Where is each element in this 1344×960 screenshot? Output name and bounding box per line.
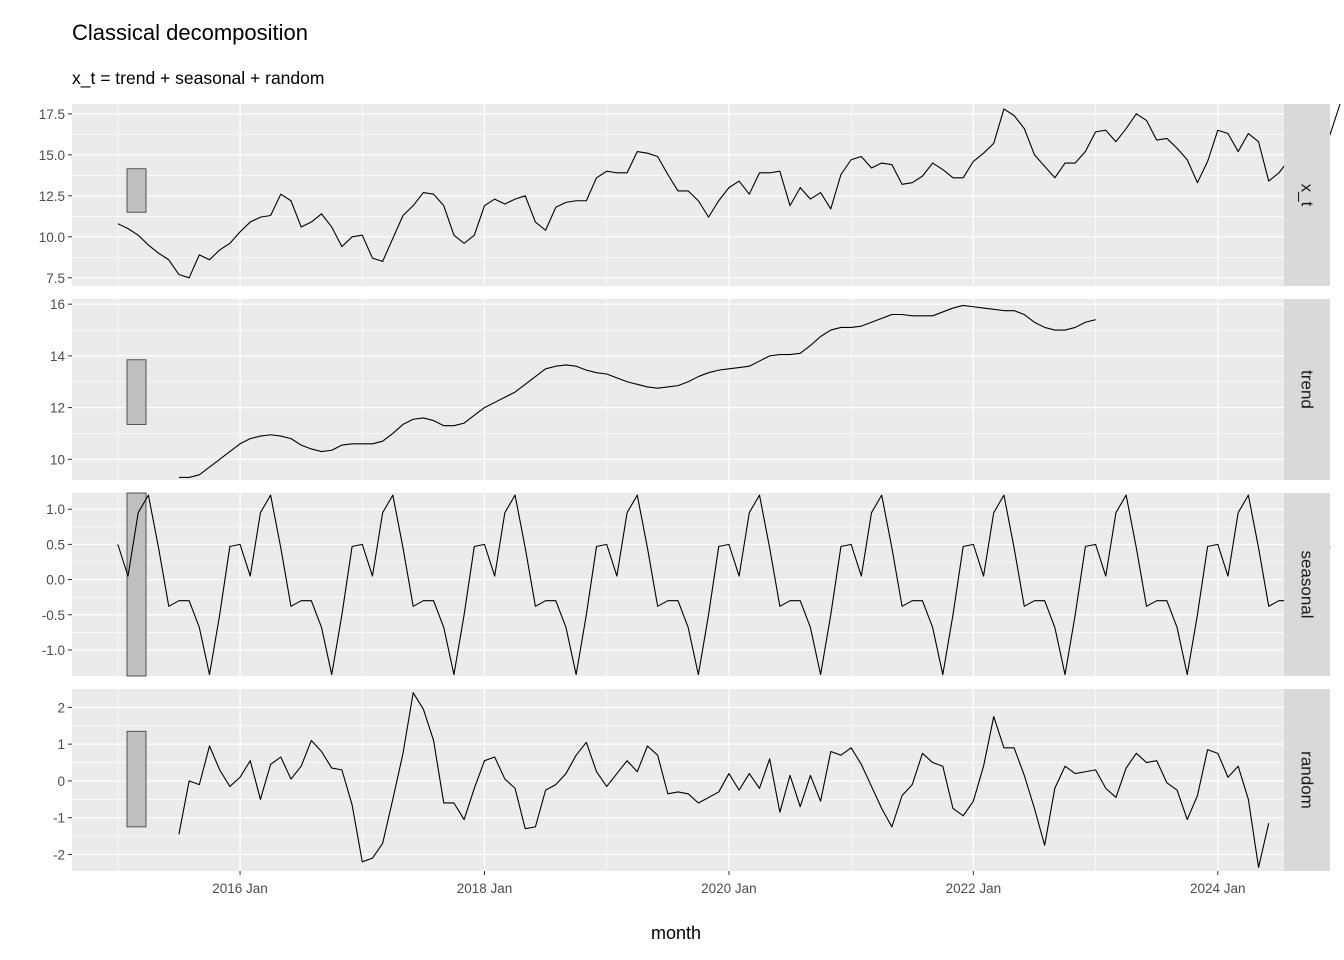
y-tick-label: 10 [50, 452, 65, 467]
facet-strip-label: seasonal [1298, 550, 1317, 618]
y-tick-label: 7.5 [46, 271, 65, 286]
series-line-trend [178, 304, 1096, 478]
range-bar [126, 492, 147, 677]
x-axis-title: month [651, 923, 701, 943]
x-tick-label: 2020 Jan [701, 881, 757, 896]
panel-seasonal: -1.0 -0.5 0.0 0.5 1.0 seasonal [42, 492, 1331, 677]
y-tick-label: 10.0 [39, 230, 65, 245]
y-tick-label: 14 [50, 349, 66, 364]
series-line-seasonal [117, 494, 1331, 676]
y-tick-label: 16 [50, 297, 65, 312]
chart-subtitle: x_t = trend + seasonal + random [72, 68, 324, 89]
y-tick-label: 12.5 [39, 189, 65, 204]
y-tick-label: -0.5 [42, 608, 65, 623]
y-tick-label: 2 [57, 700, 65, 715]
chart-title: Classical decomposition [72, 20, 308, 45]
panel-background [72, 493, 1284, 676]
range-bar [126, 168, 147, 213]
facet-strip [1284, 299, 1330, 480]
facet-strip-label: random [1298, 751, 1317, 809]
y-tick-label: 0.5 [46, 537, 65, 552]
y-tick-label: -1.0 [42, 643, 65, 658]
y-tick-label: 1 [57, 737, 65, 752]
y-tick-label: 0 [57, 774, 65, 789]
facet-panels: 7.510.012.515.017.5x_t10121416trend-1.0-… [39, 103, 1341, 871]
panel-background [72, 299, 1284, 480]
x-tick-label: 2022 Jan [946, 881, 1002, 896]
facet-strip-label: x_t [1298, 184, 1317, 207]
facet-strip-label: trend [1298, 370, 1317, 409]
series-line-random [178, 692, 1270, 868]
series-line-x-t [117, 103, 1341, 279]
x-axis: 2016 Jan 2018 Jan 2020 Jan 2022 Jan 2024 Jan [212, 871, 1246, 896]
x-tick-label: 2016 Jan [212, 881, 268, 896]
y-tick-label: -1 [53, 811, 65, 826]
y-tick-label: -2 [53, 847, 65, 862]
panel-trend: 10 12 14 16 trend [50, 297, 1330, 480]
y-tick-label: 0.0 [46, 573, 65, 588]
range-bar [126, 730, 147, 828]
range-bar [126, 359, 147, 425]
panel-background [72, 689, 1284, 871]
panel-x-t: 7.5 10.0 12.5 15.0 17.5 x_t [39, 103, 1341, 286]
facet-strip [1284, 689, 1330, 871]
panel-random: -2 -1 0 1 2 random [53, 689, 1330, 871]
x-tick-label: 2018 Jan [457, 881, 513, 896]
y-tick-label: 17.5 [39, 107, 65, 122]
y-tick-label: 15.0 [39, 148, 65, 163]
y-tick-label: 12 [50, 401, 65, 416]
facet-strip [1284, 493, 1330, 676]
facet-strip [1284, 104, 1330, 286]
x-tick-label: 2024 Jan [1190, 881, 1246, 896]
y-tick-label: 1.0 [46, 502, 65, 517]
